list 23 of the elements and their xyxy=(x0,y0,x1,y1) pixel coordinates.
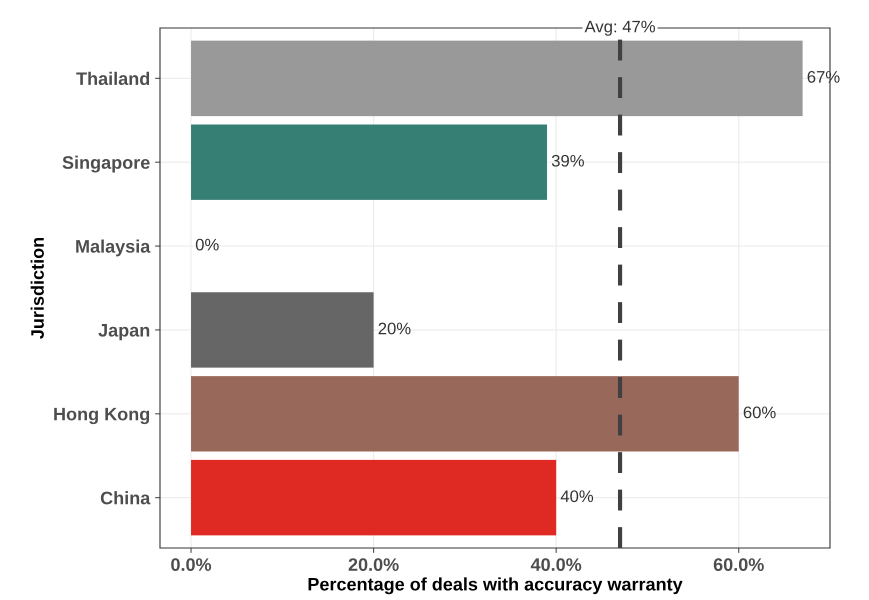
y-tick-label: Thailand xyxy=(76,72,150,86)
x-tick-label: 20.0% xyxy=(348,558,399,571)
y-tick-label: Singapore xyxy=(62,156,150,173)
x-tick-label: 40.0% xyxy=(530,558,582,571)
data-label: 20% xyxy=(378,322,411,334)
bar xyxy=(191,292,374,368)
x-tick-label: 0.0% xyxy=(171,558,212,571)
bar xyxy=(191,124,548,200)
y-axis-title: Jurisdiction xyxy=(30,238,44,339)
data-label: 40% xyxy=(560,490,594,502)
y-tick-label: Japan xyxy=(98,324,150,340)
y-tick-label: Malaysia xyxy=(76,240,150,256)
y-tick-label: China xyxy=(100,491,150,504)
bar xyxy=(191,40,803,116)
x-axis-title: Percentage of deals with accuracy warranty xyxy=(308,577,683,594)
data-label: 60% xyxy=(744,406,776,418)
bar xyxy=(191,460,556,536)
x-tick-label: 60.0% xyxy=(714,558,764,571)
data-label: 39% xyxy=(552,154,584,167)
bar xyxy=(191,376,739,452)
ref-line-label: Avg: 47% xyxy=(584,20,655,36)
data-label: 0% xyxy=(196,238,219,251)
y-tick-label: Hong Kong xyxy=(54,408,150,424)
